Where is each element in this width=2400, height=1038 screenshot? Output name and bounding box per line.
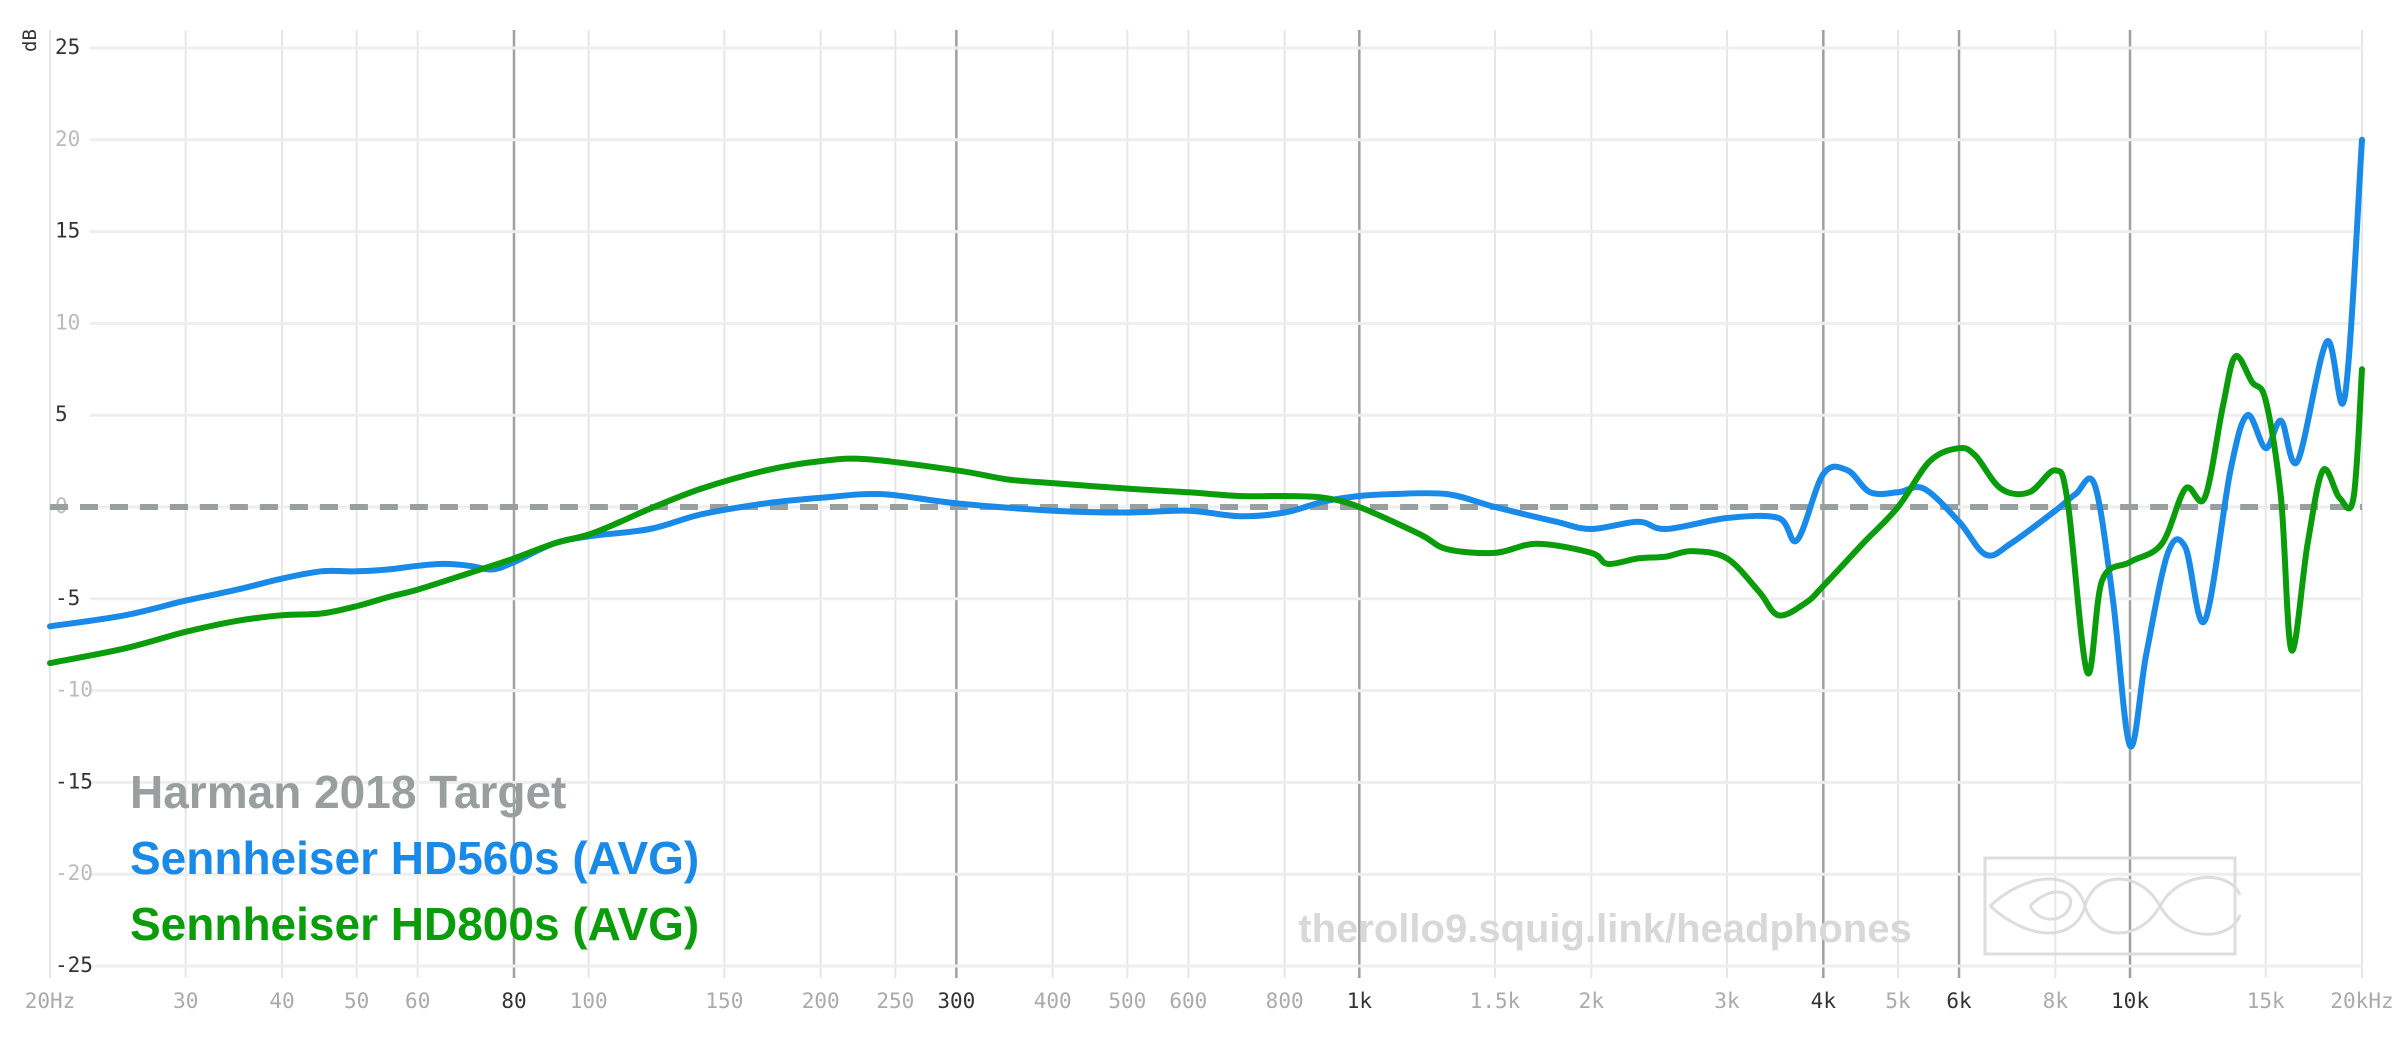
x-tick-label: 30: [173, 989, 198, 1013]
x-tick-label: 1k: [1347, 989, 1373, 1013]
y-tick-label: -10: [55, 678, 93, 702]
x-tick-label: 100: [570, 989, 608, 1013]
x-tick-label: 4k: [1811, 989, 1837, 1013]
x-tick-label: 3k: [1714, 989, 1740, 1013]
y-tick-label: -25: [55, 953, 93, 977]
x-tick-label: 5k: [1885, 989, 1911, 1013]
x-tick-label: 10k: [2111, 989, 2149, 1013]
x-tick-label: 15k: [2247, 989, 2285, 1013]
x-tick-label: 60: [405, 989, 430, 1013]
y-tick-label: 20: [55, 127, 80, 151]
legend-entry-0[interactable]: Harman 2018 Target: [130, 766, 566, 818]
series-lines: [47, 136, 2365, 750]
y-gridlines: [90, 46, 2362, 968]
y-tick-label: -20: [55, 861, 93, 885]
y-tick-label: 15: [55, 219, 80, 243]
x-tick-labels: 20Hz 30 40 50 60 80 100 150 200 250 300 400 500 600 80…: [25, 989, 2394, 1013]
legend-entry-1[interactable]: Sennheiser HD560s (AVG): [130, 832, 699, 884]
x-tick-label: 500: [1108, 989, 1146, 1013]
x-tick-label: 600: [1169, 989, 1207, 1013]
x-tick-label: 8k: [2043, 989, 2069, 1013]
x-tick-label: 250: [876, 989, 914, 1013]
y-tick-label: -5: [55, 586, 80, 610]
legend-entry-2[interactable]: Sennheiser HD800s (AVG): [130, 898, 699, 950]
x-tick-label: 20kHz: [2330, 989, 2393, 1013]
x-tick-label: 2k: [1579, 989, 1605, 1013]
y-tick-label: -15: [55, 769, 93, 793]
x-tick-label: 50: [344, 989, 369, 1013]
y-axis-unit-label: dB: [19, 29, 41, 52]
y-tick-label: 25: [55, 35, 80, 59]
legend: Harman 2018 Target Sennheiser HD560s (AVG…: [130, 766, 699, 950]
x-tick-label: 200: [802, 989, 840, 1013]
x-tick-label: 6k: [1946, 989, 1972, 1013]
series-line-1: [47, 136, 2365, 750]
x-tick-label: 300: [937, 989, 975, 1013]
x-tick-label: 800: [1266, 989, 1304, 1013]
x-tick-label: 80: [501, 989, 526, 1013]
y-tick-label: 10: [55, 310, 80, 334]
x-tick-label: 20Hz: [25, 989, 76, 1013]
x-tick-label: 1.5k: [1470, 989, 1521, 1013]
watermark-url: therollo9.squig.link/headphones: [1298, 907, 1911, 951]
squiglink-logo: [1983, 856, 2242, 956]
x-tick-label: 150: [705, 989, 743, 1013]
x-tick-label: 40: [269, 989, 294, 1013]
series-line-2: [47, 353, 2365, 677]
x-tick-label: 400: [1034, 989, 1072, 1013]
y-tick-label: 5: [55, 402, 68, 426]
